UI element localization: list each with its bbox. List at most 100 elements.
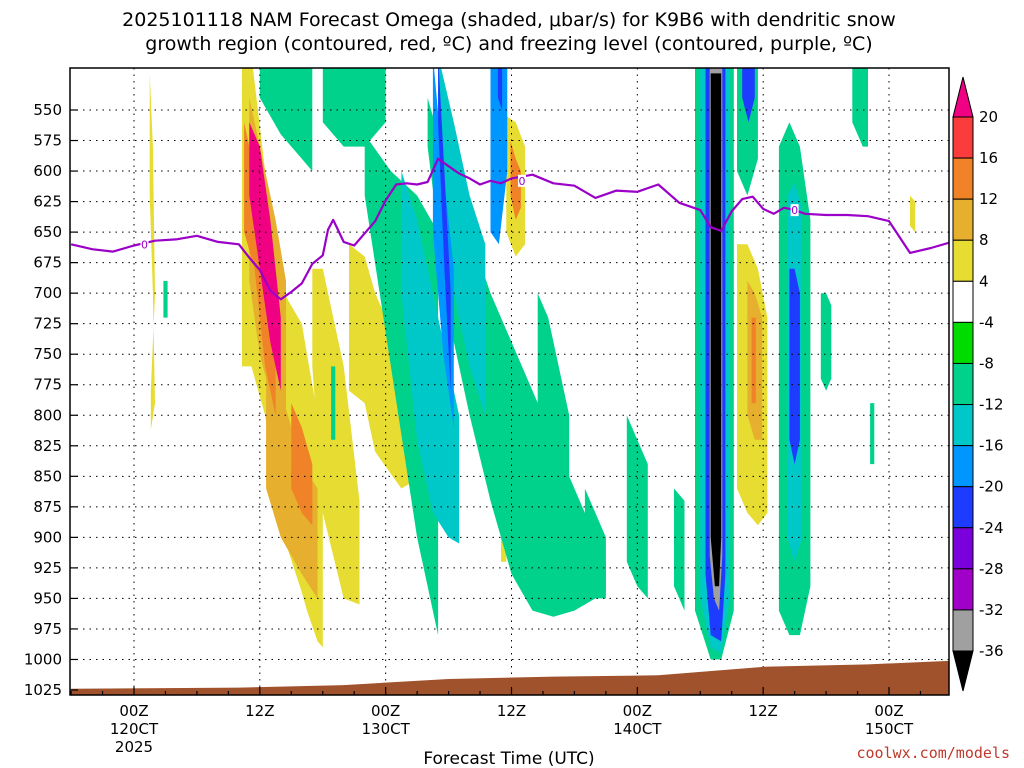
title-line-1: 2025101118 NAM Forecast Omega (shaded, μ… [122, 9, 896, 31]
omega-area-0 [149, 73, 155, 430]
omega-area-11 [510, 140, 521, 220]
omega-area-9 [375, 293, 391, 404]
colorbar-swatch-12 [952, 609, 974, 652]
colorbar-swatch-7 [952, 404, 974, 447]
colorbar-swatch-0 [952, 116, 974, 159]
colorbar-swatch-9 [952, 486, 974, 529]
x-tick-label-12: 12Z [245, 702, 274, 720]
y-tick-label-1000: 1000 [24, 650, 62, 668]
freezing-level-line [70, 157, 949, 301]
omega-area-26 [490, 68, 508, 245]
colorbar-label-1: -32 [979, 601, 1004, 619]
colorbar-label-7: -8 [979, 354, 994, 372]
y-tick-label-850: 850 [33, 467, 62, 485]
title-line-2: growth region (contoured, red, ºC) and f… [145, 33, 872, 55]
colorbar-label-8: -4 [979, 313, 994, 331]
x-tick-label-24: 00Z [371, 702, 400, 720]
freezing-level-label-1: 0 [518, 175, 525, 188]
colorbar-label-5: -16 [979, 437, 1004, 455]
freezing-level-contour: 0 0 0 [70, 157, 949, 301]
x-tick-label-72: 00Z [874, 702, 903, 720]
y-tick-label-975: 975 [33, 620, 62, 638]
omega-area-29 [584, 488, 606, 599]
colorbar-swatch-4 [952, 280, 974, 323]
y-tick-label-675: 675 [33, 254, 62, 272]
freezing-level-label-bg-2 [790, 204, 799, 217]
x-axis-title: Forecast Time (UTC) [423, 749, 594, 768]
colorbar-label-3: -24 [979, 519, 1004, 537]
y-tick-label-600: 600 [33, 162, 62, 180]
omega-area-42 [820, 293, 832, 391]
omega-area-22 [401, 171, 460, 544]
omega-area-6 [291, 403, 313, 526]
omega-area-31 [674, 488, 685, 611]
y-tick-label-825: 825 [33, 437, 62, 455]
y-axis: 550 575 600 625 650 675 700 725 750 775 800 825 850 8… [24, 101, 78, 699]
colorbar-top-arrow [952, 76, 974, 118]
omega-area-36 [710, 73, 722, 587]
ground-polygon [71, 660, 949, 695]
colorbar-label-2: -28 [979, 560, 1004, 578]
colorbar-label-6: -12 [979, 396, 1004, 414]
colorbar-label-0: -36 [979, 642, 1004, 660]
y-tick-label-900: 900 [33, 528, 62, 546]
y-tick-label-1025: 1025 [24, 681, 62, 699]
colorbar-bottom-arrow [952, 650, 974, 692]
colorbar-label-12: 16 [979, 149, 998, 167]
colorbar-label-9: 4 [979, 272, 989, 290]
x-tick-date-24: 130CT [362, 720, 411, 738]
x-tick-label-48: 00Z [623, 702, 652, 720]
x-tick-date-0: 120CT [110, 720, 159, 738]
omega-shading [149, 55, 916, 660]
ground-terrain [71, 660, 949, 695]
x-tick-year-0: 2025 [115, 738, 153, 756]
colorbar-swatch-6 [952, 362, 974, 406]
x-tick-label-60: 12Z [748, 702, 777, 720]
omega-area-46 [163, 280, 168, 318]
colorbar-swatch-8 [952, 445, 974, 488]
omega-area-15 [751, 317, 756, 404]
colorbar-label-10: 8 [979, 231, 989, 249]
freezing-level-label-bg-1 [517, 174, 526, 187]
omega-area-3 [349, 244, 412, 489]
x-tick-date-72: 150CT [865, 720, 914, 738]
colorbar-swatch-3 [952, 239, 974, 282]
omega-area-45 [331, 366, 336, 440]
y-tick-label-625: 625 [33, 193, 62, 211]
omega-area-30 [626, 415, 648, 599]
colorbar-label-4: -20 [979, 478, 1004, 496]
x-tick-label-36: 12Z [497, 702, 526, 720]
colorbar-swatch-2 [952, 198, 974, 241]
omega-area-28 [537, 293, 570, 562]
freezing-level-label-0: 0 [141, 238, 148, 251]
y-tick-label-575: 575 [33, 132, 62, 150]
omega-area-43 [852, 68, 868, 147]
x-tick-label-0: 00Z [119, 702, 148, 720]
omega-area-27 [497, 68, 503, 110]
y-tick-label-650: 650 [33, 223, 62, 241]
y-tick-label-875: 875 [33, 498, 62, 516]
colorbar-swatch-11 [952, 568, 974, 611]
credit-text: coolwx.com/models [856, 744, 1010, 762]
y-tick-label-800: 800 [33, 406, 62, 424]
colorbar-swatch-5 [952, 321, 974, 364]
y-tick-label-925: 925 [33, 559, 62, 577]
omega-area-44 [870, 403, 875, 465]
omega-area-17 [255, 55, 449, 61]
omega-area-19 [322, 68, 386, 147]
colorbar-swatch-10 [952, 527, 974, 570]
omega-area-41 [789, 268, 800, 465]
y-tick-label-700: 700 [33, 284, 62, 302]
chart-title: 2025101118 NAM Forecast Omega (shaded, μ… [122, 9, 896, 55]
colorbar-swatch-1 [952, 157, 974, 200]
x-tick-date-48: 140CT [613, 720, 662, 738]
omega-area-2 [312, 268, 360, 605]
y-tick-label-550: 550 [33, 101, 62, 119]
y-tick-label-750: 750 [33, 345, 62, 363]
omega-area-23 [438, 68, 486, 416]
y-tick-label-950: 950 [33, 589, 62, 607]
omega-area-25 [438, 68, 451, 391]
omega-area-38 [742, 68, 755, 123]
